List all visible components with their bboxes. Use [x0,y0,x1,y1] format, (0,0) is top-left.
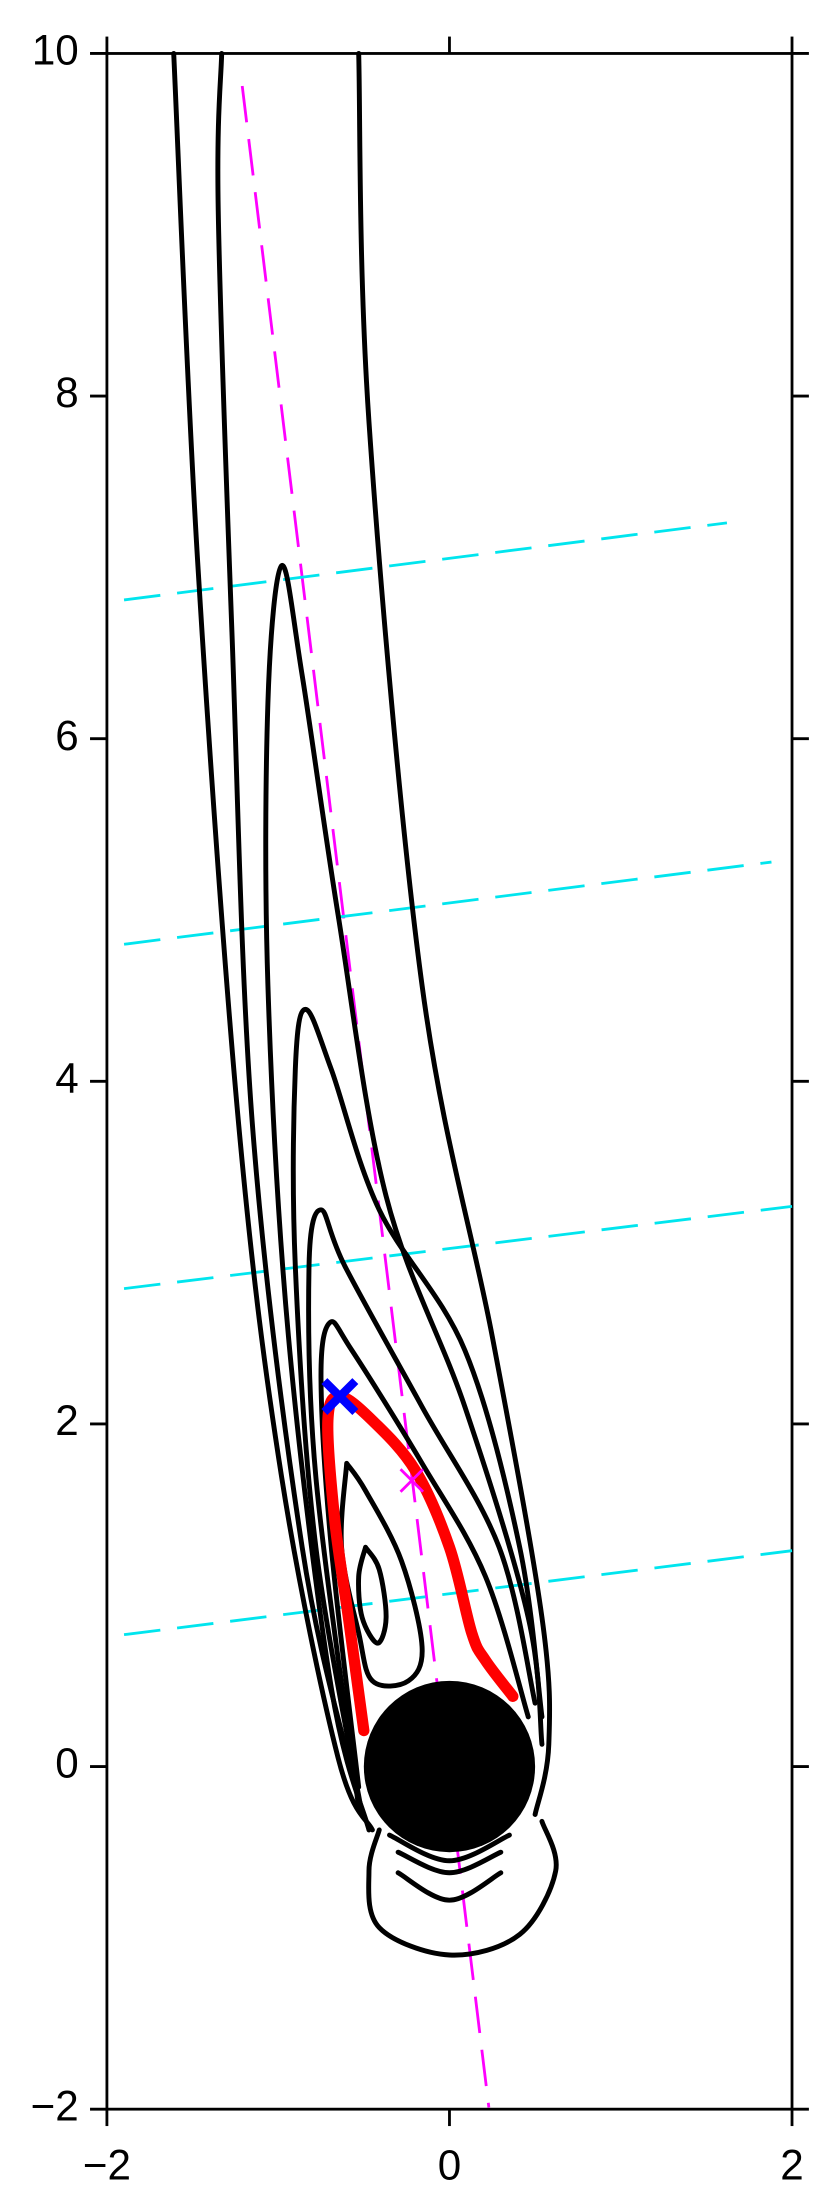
y-tick-label: 4 [55,1054,78,1101]
contour-line [318,1319,531,1790]
red-curve [322,1390,519,1737]
contour-line [395,1849,504,1876]
contour-line [306,1207,538,1811]
contour-line [263,563,545,1833]
contour-line [215,51,355,1776]
contour-line [387,1832,512,1864]
obstacle-circle [363,1680,536,1853]
contour-line [395,1870,504,1903]
dashed-line [123,1204,793,1290]
y-tick-label: −2 [31,2082,79,2129]
x-tick-label: −2 [83,2141,131,2188]
x-tick-label: 0 [438,2141,461,2188]
contour-line [356,51,553,1817]
dashed-line [123,521,728,602]
marker-x [321,1378,359,1415]
y-tick-label: 8 [55,369,78,416]
y-tick-label: 2 [55,1397,78,1444]
y-tick-label: 6 [55,712,78,759]
contour-line [290,1006,545,1817]
dashed-line [123,860,772,946]
y-tick-label: 10 [32,27,79,74]
y-tick-label: 0 [55,1740,78,1787]
contour-line [366,1818,559,1958]
x-tick-label: 2 [780,2141,803,2188]
contour-line [171,51,375,1833]
contour-line [356,1544,389,1646]
marker-x [399,1468,425,1493]
